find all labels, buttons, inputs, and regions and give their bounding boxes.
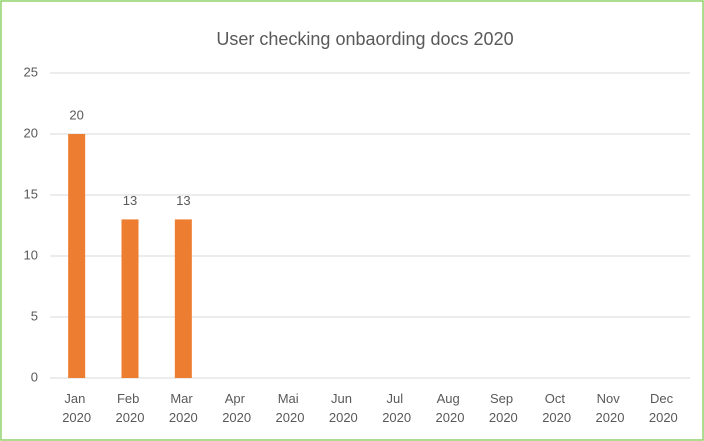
x-tick-label: Sep 2020 [489, 391, 518, 425]
x-tick-label: Aug 2020 [436, 391, 465, 425]
x-tick-label: Nov 2020 [596, 391, 625, 425]
y-tick-label: 15 [24, 186, 38, 201]
data-label: 13 [123, 193, 137, 208]
bar [174, 219, 192, 378]
chart-title: User checking onbaording docs 2020 [216, 29, 513, 49]
x-tick-label: Jul 2020 [382, 391, 411, 425]
y-tick-label: 25 [24, 64, 38, 79]
x-tick-label: Dec 2020 [649, 391, 678, 425]
x-tick-label: Jun 2020 [329, 391, 358, 425]
x-tick-label: Feb 2020 [116, 391, 145, 425]
y-tick-label: 5 [31, 308, 38, 323]
x-tick-label: Mai 2020 [276, 391, 305, 425]
bar [121, 219, 139, 378]
x-tick-label: Oct 2020 [542, 391, 571, 425]
y-tick-label: 10 [24, 247, 38, 262]
x-tick-label: Jan 2020 [62, 391, 91, 425]
x-tick-label: Apr 2020 [222, 391, 251, 425]
y-tick-label: 20 [24, 125, 38, 140]
bar [68, 134, 86, 378]
data-label: 13 [176, 193, 190, 208]
data-label: 20 [69, 107, 83, 122]
y-tick-label: 0 [31, 369, 38, 384]
x-tick-label: Mar 2020 [169, 391, 198, 425]
